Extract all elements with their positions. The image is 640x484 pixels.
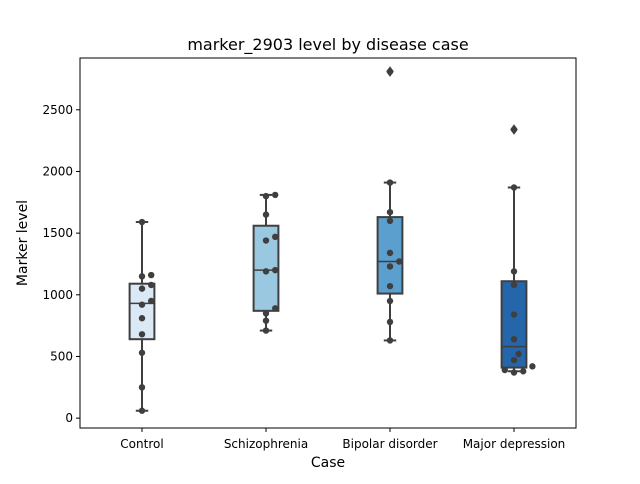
data-point <box>386 263 394 270</box>
data-point <box>262 192 270 200</box>
data-point <box>510 268 518 275</box>
data-point <box>510 126 518 133</box>
x-tick-label: Schizophrenia <box>224 437 308 451</box>
x-tick-label: Major depression <box>463 437 566 451</box>
data-point <box>386 68 394 75</box>
y-tick-label: 2000 <box>42 164 73 178</box>
y-tick-label: 1000 <box>42 288 73 302</box>
data-point <box>138 285 146 292</box>
y-axis-label: Marker level <box>15 200 31 286</box>
y-tick-label: 500 <box>50 349 73 363</box>
data-point <box>262 327 270 334</box>
data-point <box>396 258 403 265</box>
y-tick-label: 0 <box>65 411 73 425</box>
y-tick-label: 1500 <box>42 226 73 240</box>
data-point <box>386 297 394 305</box>
data-point <box>138 218 146 226</box>
x-tick-label: Control <box>120 437 163 451</box>
box-group <box>500 124 528 373</box>
data-point <box>262 310 270 317</box>
data-point <box>386 282 394 290</box>
data-point <box>148 271 155 279</box>
data-point <box>510 369 518 376</box>
data-point <box>138 273 146 280</box>
data-point <box>138 331 146 338</box>
x-axis: Control Schizophrenia Bipolar disorder Majo… <box>120 428 565 451</box>
data-point <box>262 317 270 324</box>
data-point <box>386 179 394 186</box>
data-point <box>510 184 518 191</box>
data-point <box>386 208 394 216</box>
data-point <box>272 233 279 241</box>
data-point <box>148 297 155 305</box>
data-point <box>510 281 518 289</box>
box-body <box>500 280 528 369</box>
chart-title: marker_2903 level by disease case <box>187 35 468 55</box>
data-point <box>138 384 146 391</box>
data-point <box>138 315 146 322</box>
y-axis: 0 500 1000 1500 2000 2500 <box>42 103 80 425</box>
y-tick-label: 2500 <box>42 103 73 117</box>
plot-frame <box>79 57 577 429</box>
data-point <box>501 366 508 374</box>
data-point <box>148 281 155 289</box>
data-point <box>386 217 394 224</box>
data-point <box>510 311 518 318</box>
data-point <box>520 368 527 375</box>
data-point <box>386 318 394 326</box>
data-point <box>529 363 536 370</box>
data-point <box>262 211 270 218</box>
data-point <box>386 337 394 344</box>
data-point <box>138 407 146 414</box>
data-point <box>262 268 270 275</box>
data-point <box>272 266 279 274</box>
data-point <box>138 301 146 308</box>
data-point <box>515 350 522 358</box>
data-point <box>272 305 279 312</box>
data-point <box>510 336 518 343</box>
plot-area <box>128 66 536 414</box>
data-point <box>510 356 518 364</box>
data-point <box>272 191 279 199</box>
x-axis-label: Case <box>311 455 345 471</box>
data-point <box>262 237 270 244</box>
data-point <box>138 349 146 356</box>
data-point <box>386 249 394 257</box>
box-body <box>128 282 156 341</box>
x-tick-label: Bipolar disorder <box>342 437 437 451</box>
